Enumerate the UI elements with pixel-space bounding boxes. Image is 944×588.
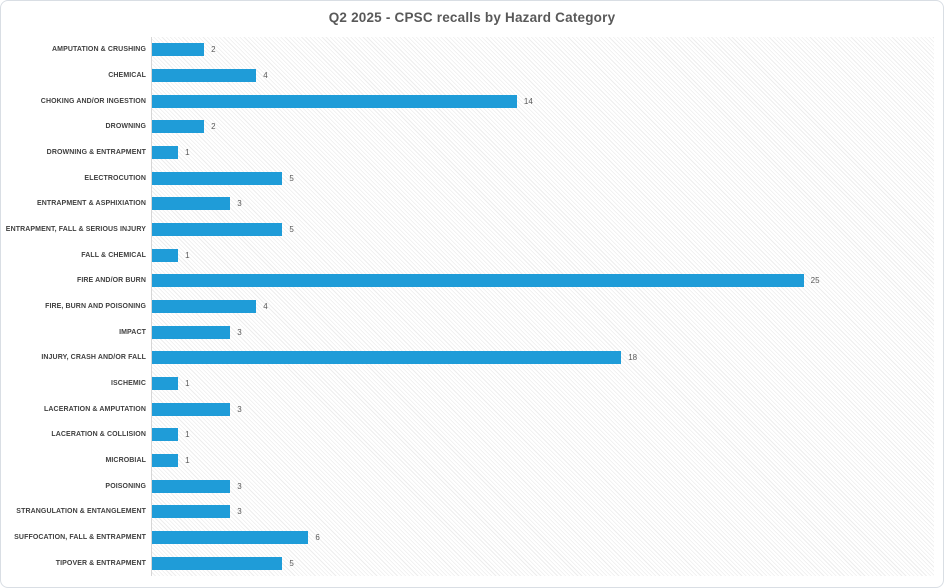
value-label: 1 bbox=[185, 148, 190, 158]
value-label: 18 bbox=[628, 353, 638, 363]
bar[interactable] bbox=[152, 377, 179, 391]
category-label: FALL & CHEMICAL bbox=[81, 251, 146, 259]
category-label: AMPUTATION & CRUSHING bbox=[51, 46, 146, 54]
category-label: STRANGULATION & ENTANGLEMENT bbox=[16, 508, 146, 516]
value-label: 5 bbox=[289, 558, 294, 568]
bar[interactable] bbox=[152, 171, 283, 185]
bar-row: 5 bbox=[152, 550, 934, 576]
value-label: 1 bbox=[185, 379, 190, 389]
plot-area: 2 4 14 2 1 5 3 5 1 25 4 3 18 1 3 1 1 3 3 6 5 bbox=[151, 37, 934, 576]
value-label: 2 bbox=[211, 45, 216, 55]
category-label: SUFFOCATION, FALL & ENTRAPMENT bbox=[14, 534, 146, 542]
bar[interactable] bbox=[152, 351, 622, 365]
bar[interactable] bbox=[152, 197, 231, 211]
category-label: ELECTROCUTION bbox=[84, 174, 146, 182]
category-label: DROWNING bbox=[105, 123, 146, 131]
bar-row: 1 bbox=[152, 422, 934, 448]
category-label: IMPACT bbox=[119, 328, 146, 336]
bar[interactable] bbox=[152, 402, 231, 416]
chart-title: Q2 2025 - CPSC recalls by Hazard Categor… bbox=[328, 10, 616, 25]
value-label: 14 bbox=[523, 96, 533, 106]
category-label: ENTRAPMENT, FALL & SERIOUS INJURY bbox=[5, 226, 146, 234]
value-label: 25 bbox=[810, 276, 820, 286]
category-label: ISCHEMIC bbox=[110, 380, 146, 388]
bar[interactable] bbox=[152, 94, 517, 108]
bar-row: 3 bbox=[152, 473, 934, 499]
category-label: INJURY, CRASH AND/OR FALL bbox=[41, 354, 146, 362]
bar[interactable] bbox=[152, 479, 231, 493]
bar[interactable] bbox=[152, 531, 309, 545]
bar-row: 4 bbox=[152, 294, 934, 320]
bar-row: 14 bbox=[152, 88, 934, 114]
bar-row: 3 bbox=[152, 191, 934, 217]
category-axis: AMPUTATION & CRUSHING CHEMICAL CHOKING AND… bbox=[1, 37, 146, 576]
value-label: 6 bbox=[315, 533, 320, 543]
category-label: LACERATION & COLLISION bbox=[51, 431, 146, 439]
bar[interactable] bbox=[152, 146, 179, 160]
value-label: 5 bbox=[289, 225, 294, 235]
bar[interactable] bbox=[152, 274, 804, 288]
category-label: DROWNING & ENTRAPMENT bbox=[46, 149, 146, 157]
value-label: 4 bbox=[263, 71, 268, 80]
bar[interactable] bbox=[152, 300, 257, 314]
category-label: ENTRAPMENT & ASPHIXIATION bbox=[36, 200, 146, 208]
category-label: FIRE, BURN AND POISONING bbox=[45, 303, 146, 311]
bar-row: 1 bbox=[152, 242, 934, 268]
value-label: 4 bbox=[263, 302, 268, 312]
bar-row: 1 bbox=[152, 140, 934, 166]
bar[interactable] bbox=[152, 69, 257, 82]
bar-row: 4 bbox=[152, 63, 934, 89]
category-label: CHOKING AND/OR INGESTION bbox=[40, 97, 146, 105]
category-label: POISONING bbox=[105, 482, 146, 490]
category-label: LACERATION & AMPUTATION bbox=[44, 405, 146, 413]
bar[interactable] bbox=[152, 454, 179, 468]
value-label: 1 bbox=[185, 456, 190, 466]
bar[interactable] bbox=[152, 556, 283, 570]
bar-row: 5 bbox=[152, 165, 934, 191]
bar-row: 18 bbox=[152, 345, 934, 371]
value-label: 1 bbox=[185, 250, 190, 260]
bar-row: 5 bbox=[152, 217, 934, 243]
value-label: 3 bbox=[237, 481, 242, 491]
value-label: 2 bbox=[211, 122, 216, 132]
bar[interactable] bbox=[152, 325, 231, 339]
category-label: CHEMICAL bbox=[108, 72, 146, 79]
bar-row: 3 bbox=[152, 319, 934, 345]
value-label: 3 bbox=[237, 199, 242, 209]
bar[interactable] bbox=[152, 120, 205, 134]
value-label: 1 bbox=[185, 430, 190, 440]
value-label: 5 bbox=[289, 173, 294, 183]
category-label: TIPOVER & ENTRAPMENT bbox=[55, 559, 146, 567]
bar[interactable] bbox=[152, 43, 205, 57]
bar-row: 3 bbox=[152, 396, 934, 422]
bar-row: 1 bbox=[152, 371, 934, 397]
bar[interactable] bbox=[152, 223, 283, 237]
bar-row: 6 bbox=[152, 525, 934, 551]
category-label: FIRE AND/OR BURN bbox=[76, 277, 146, 285]
value-label: 3 bbox=[237, 327, 242, 337]
bar-row: 25 bbox=[152, 268, 934, 294]
value-label: 3 bbox=[237, 507, 242, 517]
bar-row: 3 bbox=[152, 499, 934, 525]
bar[interactable] bbox=[152, 428, 179, 442]
bar[interactable] bbox=[152, 248, 179, 262]
category-label: MICROBIAL bbox=[105, 457, 146, 465]
bar[interactable] bbox=[152, 505, 231, 519]
bar-row: 1 bbox=[152, 448, 934, 474]
bar-row: 2 bbox=[152, 37, 934, 63]
bar-row: 2 bbox=[152, 114, 934, 140]
value-label: 3 bbox=[237, 404, 242, 414]
